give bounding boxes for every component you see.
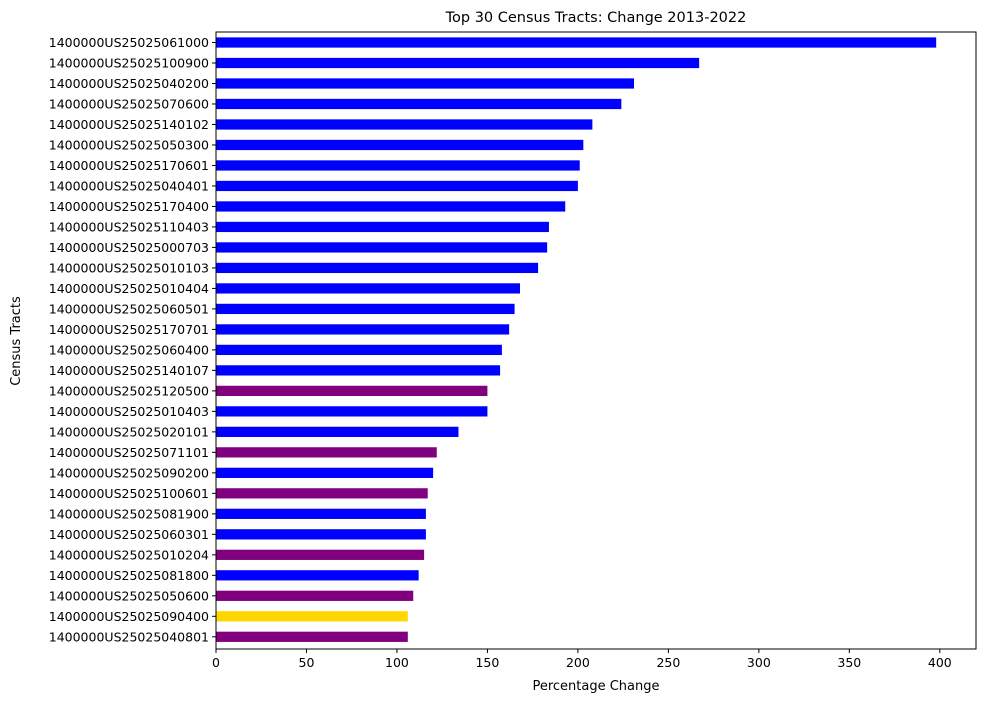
y-tick-label: 1400000US25025010204 [49, 547, 209, 562]
x-tick-label: 350 [837, 655, 861, 670]
y-tick-label: 1400000US25025090200 [49, 465, 209, 480]
y-tick-label: 1400000US25025061000 [49, 35, 209, 50]
y-tick-label: 1400000US25025060400 [49, 342, 209, 357]
bar [216, 262, 539, 274]
bar [216, 98, 622, 110]
y-tick-label: 1400000US25025081800 [49, 568, 209, 583]
bar [216, 549, 425, 560]
y-tick-label: 1400000US25025100601 [49, 486, 209, 501]
bar [216, 283, 520, 294]
bar [216, 303, 515, 315]
bar [216, 508, 426, 519]
bar [216, 324, 510, 335]
x-tick-label: 300 [747, 655, 771, 670]
plot-frame [215, 31, 977, 650]
y-tick-label: 1400000US25025010403 [49, 404, 209, 419]
bar [216, 447, 437, 458]
y-tick-label: 1400000US25025070600 [49, 96, 209, 111]
bars-group [216, 37, 937, 642]
y-tick-label: 1400000US25025140102 [49, 117, 209, 132]
y-tick-label: 1400000US25025050300 [49, 137, 209, 152]
bar [216, 529, 426, 540]
bar [216, 467, 434, 478]
y-axis-ticks: 1400000US25025061000 1400000US25025100900… [49, 35, 216, 644]
bar [216, 119, 593, 130]
y-tick-label: 1400000US25025020101 [49, 424, 209, 439]
x-axis-label: Percentage Change [532, 679, 659, 694]
bar [216, 37, 937, 48]
y-tick-label: 1400000US25025050600 [49, 588, 209, 603]
x-tick-label: 400 [928, 655, 952, 670]
y-tick-label: 1400000US25025170400 [49, 199, 209, 214]
x-tick-label: 0 [212, 655, 220, 670]
x-tick-label: 200 [566, 655, 590, 670]
bar [216, 57, 700, 69]
y-tick-label: 1400000US25025000703 [49, 240, 209, 255]
bar [216, 611, 408, 622]
y-tick-label: 1400000US25025170701 [49, 322, 209, 337]
bar [216, 488, 428, 499]
x-tick-label: 100 [385, 655, 409, 670]
y-tick-label: 1400000US25025140107 [49, 363, 209, 378]
y-tick-label: 1400000US25025110403 [49, 219, 209, 234]
y-tick-label: 1400000US25025060501 [49, 301, 209, 316]
chart-title: Top 30 Census Tracts: Change 2013-2022 [445, 10, 747, 26]
y-tick-label: 1400000US25025040801 [49, 629, 209, 644]
bar [216, 221, 549, 233]
x-axis-ticks: 0 50 100 150 200 250 300 350 400 [212, 649, 952, 670]
bar [216, 180, 578, 192]
bar [216, 160, 580, 171]
y-tick-label: 1400000US25025010404 [49, 281, 209, 296]
y-tick-label: 1400000US25025071101 [49, 445, 209, 460]
bar [216, 631, 408, 642]
y-tick-label: 1400000US25025170601 [49, 158, 209, 173]
y-axis-label: Census Tracts [9, 296, 24, 386]
x-tick-label: 50 [299, 655, 315, 670]
y-tick-label: 1400000US25025010103 [49, 260, 209, 275]
y-tick-label: 1400000US25025040401 [49, 178, 209, 193]
bar [216, 201, 566, 212]
y-tick-label: 1400000US25025081900 [49, 506, 209, 521]
x-tick-label: 150 [475, 655, 499, 670]
bar [216, 242, 548, 253]
y-tick-label: 1400000US25025090400 [49, 609, 209, 624]
bar [216, 406, 488, 417]
bar [216, 385, 488, 397]
bar [216, 426, 459, 437]
y-tick-label: 1400000US25025060301 [49, 527, 209, 542]
y-tick-label: 1400000US25025040200 [49, 76, 209, 91]
bar [216, 78, 634, 89]
bar [216, 344, 502, 356]
bar [216, 365, 501, 376]
bar [216, 139, 584, 151]
y-tick-label: 1400000US25025120500 [49, 383, 209, 398]
bar [216, 570, 419, 581]
x-tick-label: 250 [656, 655, 680, 670]
bar [216, 590, 414, 601]
y-tick-label: 1400000US25025100900 [49, 55, 209, 70]
